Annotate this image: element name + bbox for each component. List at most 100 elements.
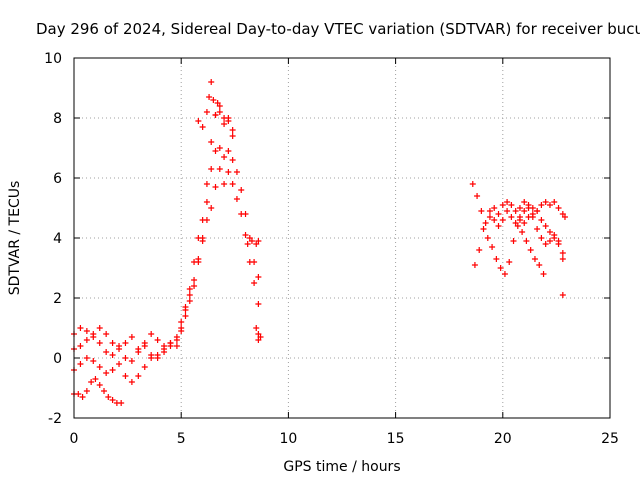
data-point	[229, 157, 236, 163]
series-10	[486, 205, 566, 262]
data-point	[135, 373, 142, 379]
data-point	[195, 256, 202, 262]
data-point	[103, 349, 110, 355]
data-point	[128, 379, 135, 385]
data-point	[216, 166, 223, 172]
data-point	[499, 202, 506, 208]
data-point	[208, 166, 215, 172]
axis-ticks-layer: 0 5 10 15 20 25 -2 0 2 4 6 8 10	[44, 51, 619, 447]
data-point	[523, 238, 530, 244]
data-point	[83, 328, 90, 334]
data-point	[154, 337, 161, 343]
data-point	[79, 394, 86, 400]
data-point	[206, 94, 213, 100]
data-point	[486, 208, 493, 214]
data-point	[551, 199, 558, 205]
data-point	[96, 325, 103, 331]
series-1	[71, 145, 262, 352]
data-point	[199, 124, 206, 130]
data-point	[499, 217, 506, 223]
data-point	[88, 379, 95, 385]
data-point	[508, 214, 515, 220]
data-point	[221, 121, 228, 127]
data-point	[103, 370, 110, 376]
data-point	[555, 205, 562, 211]
data-point	[540, 271, 547, 277]
data-point	[96, 364, 103, 370]
data-point	[233, 196, 240, 202]
series-3	[71, 103, 236, 385]
data-point	[491, 205, 498, 211]
data-point	[208, 79, 215, 85]
data-point	[173, 343, 180, 349]
data-point	[534, 226, 541, 232]
data-point	[538, 202, 545, 208]
data-point	[77, 325, 84, 331]
data-point	[534, 208, 541, 214]
data-point	[92, 376, 99, 382]
data-point	[77, 343, 84, 349]
data-point	[478, 208, 485, 214]
data-point	[471, 262, 478, 268]
data-point	[501, 271, 508, 277]
data-point	[542, 223, 549, 229]
data-point	[208, 139, 215, 145]
data-point	[476, 247, 483, 253]
data-point	[182, 307, 189, 313]
chart-title: Day 296 of 2024, Sidereal Day-to-day VTE…	[36, 20, 640, 38]
data-point	[546, 229, 553, 235]
data-point	[516, 217, 523, 223]
data-point	[525, 202, 532, 208]
data-point	[167, 343, 174, 349]
data-point	[203, 199, 210, 205]
data-point	[255, 301, 262, 307]
data-point	[83, 388, 90, 394]
data-point	[512, 220, 519, 226]
data-point	[109, 367, 116, 373]
data-point	[538, 217, 545, 223]
data-point	[178, 319, 185, 325]
data-point	[118, 400, 125, 406]
data-point	[495, 211, 502, 217]
data-point	[491, 217, 498, 223]
data-point	[182, 313, 189, 319]
data-point	[116, 346, 123, 352]
data-point	[506, 259, 513, 265]
data-point	[493, 256, 500, 262]
data-point	[75, 391, 82, 397]
data-point	[497, 265, 504, 271]
series-7	[253, 325, 264, 343]
data-point	[148, 355, 155, 361]
data-point	[521, 220, 528, 226]
data-point	[221, 181, 228, 187]
data-point	[255, 274, 262, 280]
data-point	[103, 331, 110, 337]
data-point	[521, 208, 528, 214]
data-point	[128, 334, 135, 340]
data-point	[203, 181, 210, 187]
data-point	[531, 256, 538, 262]
series-6	[244, 238, 262, 247]
data-point	[195, 235, 202, 241]
data-point	[253, 325, 260, 331]
data-point	[178, 325, 185, 331]
data-point	[191, 283, 198, 289]
data-point	[199, 217, 206, 223]
data-point	[538, 235, 545, 241]
series-2	[71, 166, 262, 364]
data-point	[527, 247, 534, 253]
data-point	[96, 382, 103, 388]
data-point	[504, 208, 511, 214]
data-point	[519, 229, 526, 235]
grid-layer	[74, 58, 610, 418]
series-4	[71, 376, 125, 406]
y-tick-label: 0	[53, 351, 62, 367]
data-point	[212, 112, 219, 118]
data-point	[212, 184, 219, 190]
data-point	[495, 223, 502, 229]
data-point	[216, 109, 223, 115]
x-axis-label: GPS time / hours	[283, 459, 400, 475]
data-point	[251, 280, 258, 286]
y-tick-label: 2	[53, 291, 62, 307]
